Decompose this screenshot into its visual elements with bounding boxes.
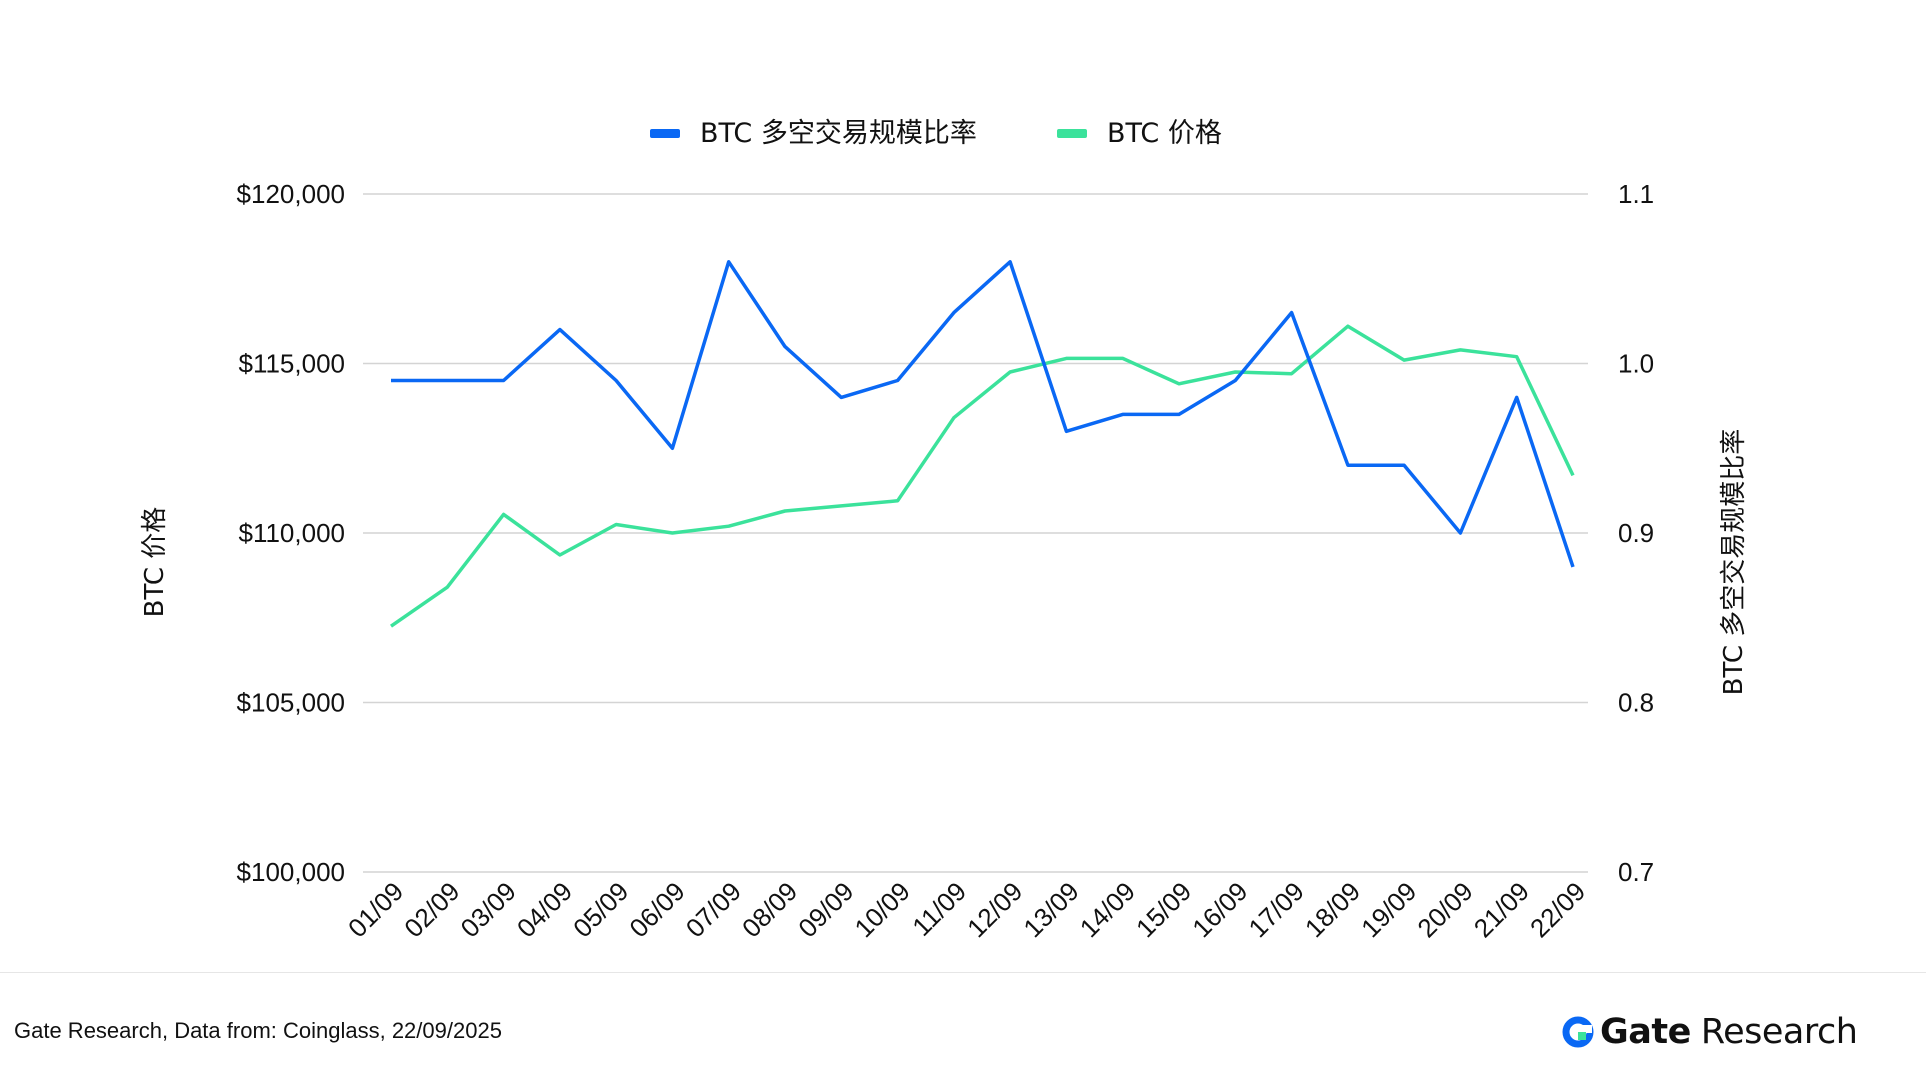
legend: BTC 多空交易规模比率 BTC 价格 bbox=[650, 118, 1222, 149]
gate-logo-icon bbox=[1562, 1016, 1594, 1048]
y-left-tick-label: $100,000 bbox=[237, 857, 345, 887]
x-tick-label: 17/09 bbox=[1243, 876, 1310, 943]
y-left-tick-label: $120,000 bbox=[237, 179, 345, 209]
y-axis-right-ticks: 0.7 0.8 0.9 1.0 1.1 bbox=[1618, 179, 1654, 887]
y-axis-left-title: BTC 价格 bbox=[140, 507, 170, 618]
x-tick-label: 03/09 bbox=[455, 876, 522, 943]
x-tick-label: 11/09 bbox=[906, 876, 972, 942]
x-tick-label: 14/09 bbox=[1074, 876, 1141, 943]
x-tick-label: 12/09 bbox=[961, 876, 1028, 943]
y-left-tick-label: $110,000 bbox=[238, 518, 345, 548]
y-right-tick-label: 0.9 bbox=[1618, 518, 1654, 548]
source-note: Gate Research, Data from: Coinglass, 22/… bbox=[14, 1018, 502, 1043]
series-line-ratio bbox=[391, 260, 1575, 568]
y-right-tick-label: 1.0 bbox=[1618, 349, 1654, 379]
chart: BTC 多空交易规模比率 BTC 价格 $100,000 $105,000 $110… bbox=[140, 118, 1749, 943]
x-tick-label: 21/09 bbox=[1468, 876, 1535, 943]
x-tick-label: 10/09 bbox=[849, 876, 916, 943]
y-left-tick-label: $105,000 bbox=[237, 688, 345, 718]
legend-swatch-ratio bbox=[650, 129, 680, 138]
y-right-tick-label: 0.7 bbox=[1618, 857, 1654, 887]
x-tick-label: 02/09 bbox=[398, 876, 465, 943]
logo-word-gate: Gate bbox=[1600, 1012, 1691, 1052]
x-tick-label: 08/09 bbox=[736, 876, 803, 943]
footer-divider bbox=[0, 972, 1926, 973]
x-tick-label: 04/09 bbox=[511, 876, 578, 943]
x-tick-label: 19/09 bbox=[1355, 876, 1422, 943]
y-axis-left-ticks: $100,000 $105,000 $110,000 $115,000 $120,000 bbox=[237, 179, 345, 887]
y-right-tick-label: 1.1 bbox=[1618, 179, 1654, 209]
x-tick-label: 22/09 bbox=[1524, 876, 1591, 943]
gridlines bbox=[363, 193, 1588, 873]
legend-entry-price[interactable]: BTC 价格 bbox=[1057, 118, 1222, 149]
legend-label-ratio: BTC 多空交易规模比率 bbox=[700, 118, 977, 149]
legend-entry-ratio[interactable]: BTC 多空交易规模比率 bbox=[650, 118, 977, 149]
logo-word-research: Research bbox=[1700, 1012, 1858, 1052]
legend-swatch-price bbox=[1057, 129, 1087, 138]
y-axis-right-title: BTC 多空交易规模比率 bbox=[1719, 429, 1749, 696]
x-tick-label: 18/09 bbox=[1299, 876, 1366, 943]
x-tick-label: 20/09 bbox=[1411, 876, 1478, 943]
y-right-tick-label: 0.8 bbox=[1618, 688, 1654, 718]
y-left-tick-label: $115,000 bbox=[238, 349, 345, 379]
gate-research-logo: Gate Research bbox=[1562, 1010, 1858, 1054]
x-tick-label: 16/09 bbox=[1186, 876, 1253, 943]
x-tick-label: 06/09 bbox=[623, 876, 690, 943]
x-tick-label: 13/09 bbox=[1017, 876, 1084, 943]
series-lines bbox=[390, 260, 1575, 628]
x-tick-label: 05/09 bbox=[567, 876, 634, 943]
x-tick-label: 01/09 bbox=[342, 876, 409, 943]
x-axis-ticks: 01/0902/0903/0904/0905/0906/0907/0908/09… bbox=[342, 876, 1591, 943]
x-tick-label: 09/09 bbox=[792, 876, 859, 943]
x-tick-label: 07/09 bbox=[680, 876, 747, 943]
x-tick-label: 15/09 bbox=[1130, 876, 1197, 943]
legend-label-price: BTC 价格 bbox=[1107, 118, 1222, 149]
series-line-price bbox=[390, 324, 1575, 628]
